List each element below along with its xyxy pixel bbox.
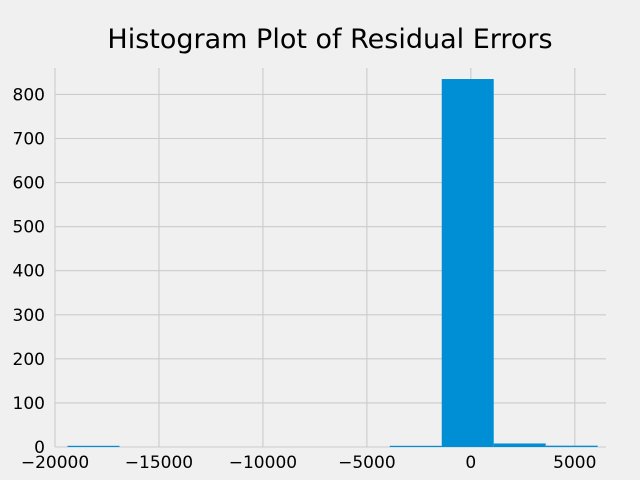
- x-axis-ticks: −20000 −15000 −10000 −5000 0 5000: [21, 453, 597, 473]
- histogram-bar: [493, 443, 546, 447]
- grid: [54, 68, 606, 448]
- histogram-bar: [389, 445, 442, 447]
- y-axis-ticks: 0 100 200 300 400 500 600 700 800: [13, 85, 45, 458]
- histogram-bars: [67, 79, 598, 447]
- histogram-bar: [441, 79, 494, 447]
- x-tick-label: −10000: [229, 453, 297, 473]
- y-tick-label: 300: [13, 306, 45, 326]
- y-tick-label: 500: [13, 218, 45, 238]
- x-tick-label: −20000: [21, 453, 89, 473]
- y-tick-label: 800: [13, 85, 45, 105]
- x-tick-label: 0: [465, 453, 476, 473]
- x-tick-label: −15000: [125, 453, 193, 473]
- y-tick-label: 700: [13, 130, 45, 150]
- y-tick-label: 100: [13, 394, 45, 414]
- x-tick-label: 5000: [553, 453, 596, 473]
- x-tick-label: −5000: [338, 453, 396, 473]
- chart-title: Histogram Plot of Residual Errors: [107, 24, 552, 55]
- y-tick-label: 600: [13, 174, 45, 194]
- y-tick-label: 200: [13, 350, 45, 370]
- y-tick-label: 0: [34, 438, 45, 458]
- y-tick-label: 400: [13, 262, 45, 282]
- histogram-bar: [67, 445, 120, 447]
- histogram-bar: [545, 445, 598, 447]
